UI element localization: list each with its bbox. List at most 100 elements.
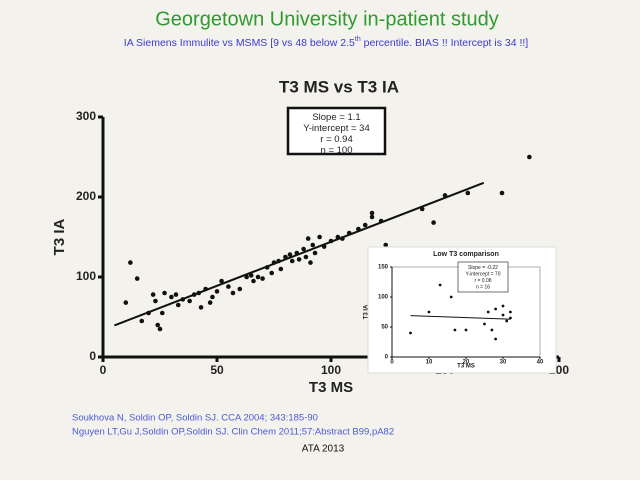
data-point: [494, 307, 497, 311]
data-point: [251, 278, 256, 284]
data-point: [501, 304, 505, 308]
stats-line: Y-intercept = 70: [466, 271, 501, 277]
y-tick-label: 50: [381, 325, 388, 331]
data-point: [310, 242, 316, 248]
y-tick-label: 150: [378, 265, 389, 271]
data-point: [509, 310, 512, 314]
data-point: [173, 292, 179, 297]
slide-title: Georgetown University in-patient study: [155, 8, 499, 30]
data-point: [157, 326, 163, 332]
x-tick-label: 30: [500, 360, 507, 366]
x-axis-label: T3 MS: [457, 364, 475, 370]
data-point: [269, 270, 275, 276]
data-point: [226, 284, 231, 289]
data-point: [527, 154, 532, 160]
subtitle-sup: th: [355, 36, 361, 43]
y-tick-label: 100: [378, 295, 389, 301]
data-point: [260, 276, 265, 281]
data-point: [296, 257, 302, 262]
data-point: [505, 319, 509, 323]
y-tick-label: 0: [89, 349, 96, 363]
data-point: [431, 220, 436, 225]
data-point: [317, 234, 322, 240]
chart: Low T3 comparison 0 50 100 150 0 10 20 30 40 T3 MS…: [364, 246, 557, 374]
data-point: [362, 222, 368, 228]
stats-line: Slope = -0.22: [468, 265, 498, 271]
data-point: [159, 310, 165, 316]
stats-line: n = 100: [321, 145, 353, 156]
data-point: [230, 290, 236, 296]
data-point: [409, 331, 412, 335]
data-point: [427, 310, 431, 314]
data-point: [287, 252, 293, 257]
y-axis-label: T3 IA: [51, 219, 68, 256]
data-point: [219, 278, 224, 284]
stats-line: Slope = 1.1: [312, 112, 360, 123]
data-point: [312, 250, 318, 256]
data-point: [501, 313, 505, 317]
data-point: [278, 266, 284, 272]
chart-title: Low T3 comparison: [433, 251, 499, 258]
y-tick-label: 300: [76, 109, 96, 123]
stats-box: [457, 261, 509, 293]
data-point: [210, 294, 215, 300]
data-point: [301, 246, 306, 252]
data-point: [490, 328, 494, 332]
data-point: [162, 290, 167, 296]
data-point: [248, 273, 254, 278]
y-axis-label: T3 IA: [364, 304, 370, 319]
stats-line: Y-intercept = 34: [303, 123, 369, 134]
reference: Nguyen LT,Gu J,Soldin OP,Soldin SJ. Clin…: [72, 427, 394, 438]
data-point: [369, 214, 375, 220]
data-point: [464, 328, 468, 332]
data-point: [169, 294, 174, 300]
data-point: [438, 283, 442, 287]
data-point: [383, 242, 389, 248]
x-axis-label: T3 MS: [309, 379, 353, 396]
data-point: [369, 210, 375, 216]
fit-line: [114, 181, 485, 327]
data-point: [303, 254, 309, 260]
reference: Soukhova N, Soldin OP, Soldin SJ. CCA 20…: [72, 413, 318, 424]
subtitle-part: percentile. BIAS !! Intercept is 34 !!]: [361, 37, 529, 49]
data-point: [128, 260, 133, 265]
fit-line: [410, 315, 511, 320]
x-tick-label: 0: [100, 363, 107, 377]
data-point: [237, 286, 243, 292]
data-point: [155, 322, 161, 328]
data-point: [187, 298, 192, 304]
x-tick-label: 40: [537, 360, 544, 366]
stats-line: n = 16: [476, 284, 490, 290]
data-point: [207, 300, 213, 305]
data-point: [175, 302, 181, 308]
data-point: [153, 298, 158, 304]
data-point: [449, 295, 453, 299]
y-tick-label: 0: [385, 355, 389, 361]
stats-line: r = 0.08: [474, 278, 491, 284]
chart-title: T3 MS vs T3 IA: [279, 77, 399, 96]
x-tick-label: 100: [321, 363, 341, 377]
data-point: [465, 190, 471, 196]
data-point: [123, 300, 129, 305]
data-point: [305, 236, 311, 241]
subtitle-part: IA Siemens Immulite vs MSMS [9 vs 48 bel…: [124, 37, 355, 49]
data-point: [494, 337, 497, 341]
data-point: [453, 328, 457, 332]
data-point: [486, 310, 490, 314]
data-point: [214, 289, 220, 294]
data-point: [134, 276, 140, 281]
y-tick-label: 200: [76, 189, 96, 203]
chart: T3 MS vs T3 IA0100200300050100150200T3 M…: [51, 77, 569, 395]
y-tick-label: 100: [76, 269, 96, 283]
subtitle: IA Siemens Immulite vs MSMS [9 vs 48 bel…: [124, 36, 529, 49]
x-tick-label: 10: [426, 360, 433, 366]
data-point: [198, 305, 204, 310]
data-point: [308, 260, 313, 265]
data-point: [483, 322, 486, 326]
data-point: [150, 292, 156, 297]
stats-box: [286, 106, 387, 156]
footer: ATA 2013: [302, 444, 345, 455]
x-tick-label: 20: [463, 360, 470, 366]
data-point: [255, 274, 261, 280]
